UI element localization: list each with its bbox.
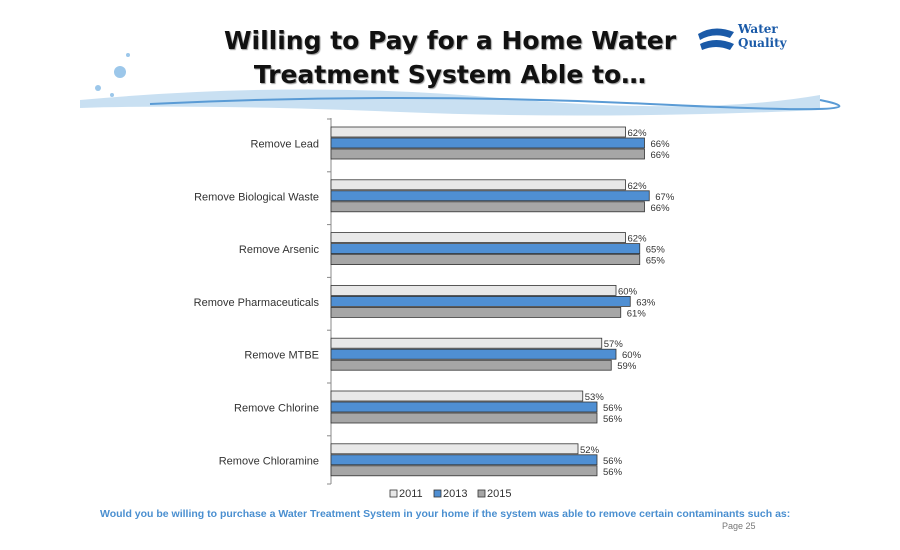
data-label: 52% [580,445,600,456]
data-label: 56% [603,403,623,414]
legend-label: 2015 [487,488,511,500]
bar-2011 [330,126,626,138]
data-label: 53% [585,392,605,403]
bar-2015 [330,412,598,424]
bar-2011 [330,390,584,402]
bar-2011 [330,337,603,349]
data-label: 56% [603,456,623,467]
bar-2015 [330,306,622,318]
legend-label: 2013 [443,488,467,500]
data-label: 67% [655,192,675,203]
data-label: 62% [628,234,648,245]
bar-2013 [330,348,617,360]
bar-2015 [330,359,612,371]
category-label: Remove Chloramine [219,455,319,467]
legend-label: 2011 [399,488,423,500]
bar-2013 [330,243,641,255]
bar-2013 [330,190,650,202]
water-quality-logo: Water Quality [696,22,796,58]
data-label: 62% [628,128,648,139]
data-label: 56% [603,414,623,425]
page-number: Page 25 [722,521,756,531]
data-label: 60% [622,350,642,361]
category-label: Remove Biological Waste [194,191,319,203]
data-label: 56% [603,467,623,478]
legend-swatch-2011 [389,489,398,498]
data-label: 66% [651,139,671,150]
bar-2011 [330,179,626,191]
data-label: 63% [636,297,656,308]
category-label: Remove Arsenic [239,244,320,256]
data-label: 61% [627,308,647,319]
data-label: 60% [618,286,638,297]
bar-2015 [330,465,598,477]
legend-swatch-2013 [433,489,442,498]
data-label: 66% [651,203,671,214]
category-label: Remove MTBE [244,350,319,362]
bar-2013 [330,454,598,466]
data-label: 66% [651,150,671,161]
category-label: Remove Chlorine [234,403,319,415]
bar-2015 [330,254,641,266]
logo-text-quality: Quality [738,36,787,50]
bar-2011 [330,284,617,296]
title-line-1: Willing to Pay for a Home Water [223,26,677,55]
bar-2015 [330,201,645,213]
bar-2011 [330,232,626,244]
data-label: 57% [604,339,624,350]
data-label: 59% [617,361,637,372]
category-label: Remove Pharmaceuticals [194,297,320,309]
bar-2013 [330,401,598,413]
water-splash-decoration [80,53,841,116]
legend-swatch-2015 [477,489,486,498]
logo-text-water: Water [738,22,778,36]
bar-2015 [330,148,645,160]
slide-title: Willing to Pay for a Home Water Treatment… [200,24,700,92]
data-label: 65% [646,256,666,267]
data-label: 62% [628,181,648,192]
bar-2013 [330,295,631,307]
category-label: Remove Lead [251,139,320,151]
data-label: 65% [646,245,666,256]
wave-logo-icon [698,28,734,50]
bar-2011 [330,443,579,455]
survey-question: Would you be willing to purchase a Water… [100,508,791,520]
title-line-2: Treatment System Able to… [253,60,647,89]
bar-2013 [330,137,645,149]
